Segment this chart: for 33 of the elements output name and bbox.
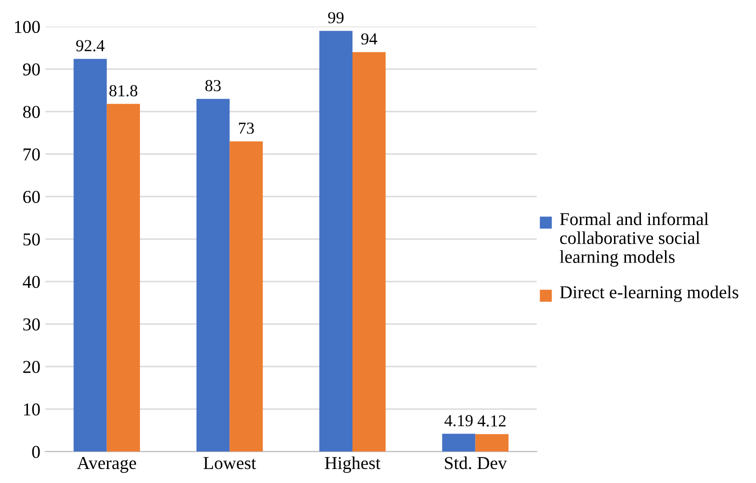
x-tick-label: Std. Dev [444,456,507,470]
bar [319,30,352,452]
y-tick-label: 90 [23,63,40,76]
y-tick-label: 40 [22,276,40,288]
data-label: 4.12 [478,415,506,427]
bar [475,434,509,452]
y-tick-label: 20 [23,360,40,374]
y-tick-label: 70 [24,148,40,161]
x-tick-label: Average [77,457,136,473]
y-tick-label: 100 [15,20,40,34]
y-tick-label: 30 [23,318,40,331]
bar [106,104,140,452]
data-label: 83 [205,80,221,92]
bar [352,52,386,452]
data-label: 4.19 [444,415,473,426]
bar [74,58,107,452]
legend-label: Formal and informal collaborative social learning models [560,212,709,267]
y-tick-label: 50 [23,233,40,246]
y-tick-label: 0 [32,446,40,458]
x-tick-label: Highest [324,456,380,473]
bar [442,434,476,452]
data-label: 81.8 [109,85,138,96]
y-tick-label: 60 [23,190,40,204]
y-tick-label: 80 [23,106,40,118]
data-label: 94 [361,33,378,45]
bar [196,98,230,452]
x-tick-label: Lowest [204,457,256,470]
y-tick-label: 10 [24,403,40,416]
legend-label: Direct e-learning models [560,286,738,302]
data-label: 73 [238,122,254,134]
bar [230,141,263,452]
data-label: 92.4 [76,40,105,52]
data-label: 99 [328,12,344,24]
